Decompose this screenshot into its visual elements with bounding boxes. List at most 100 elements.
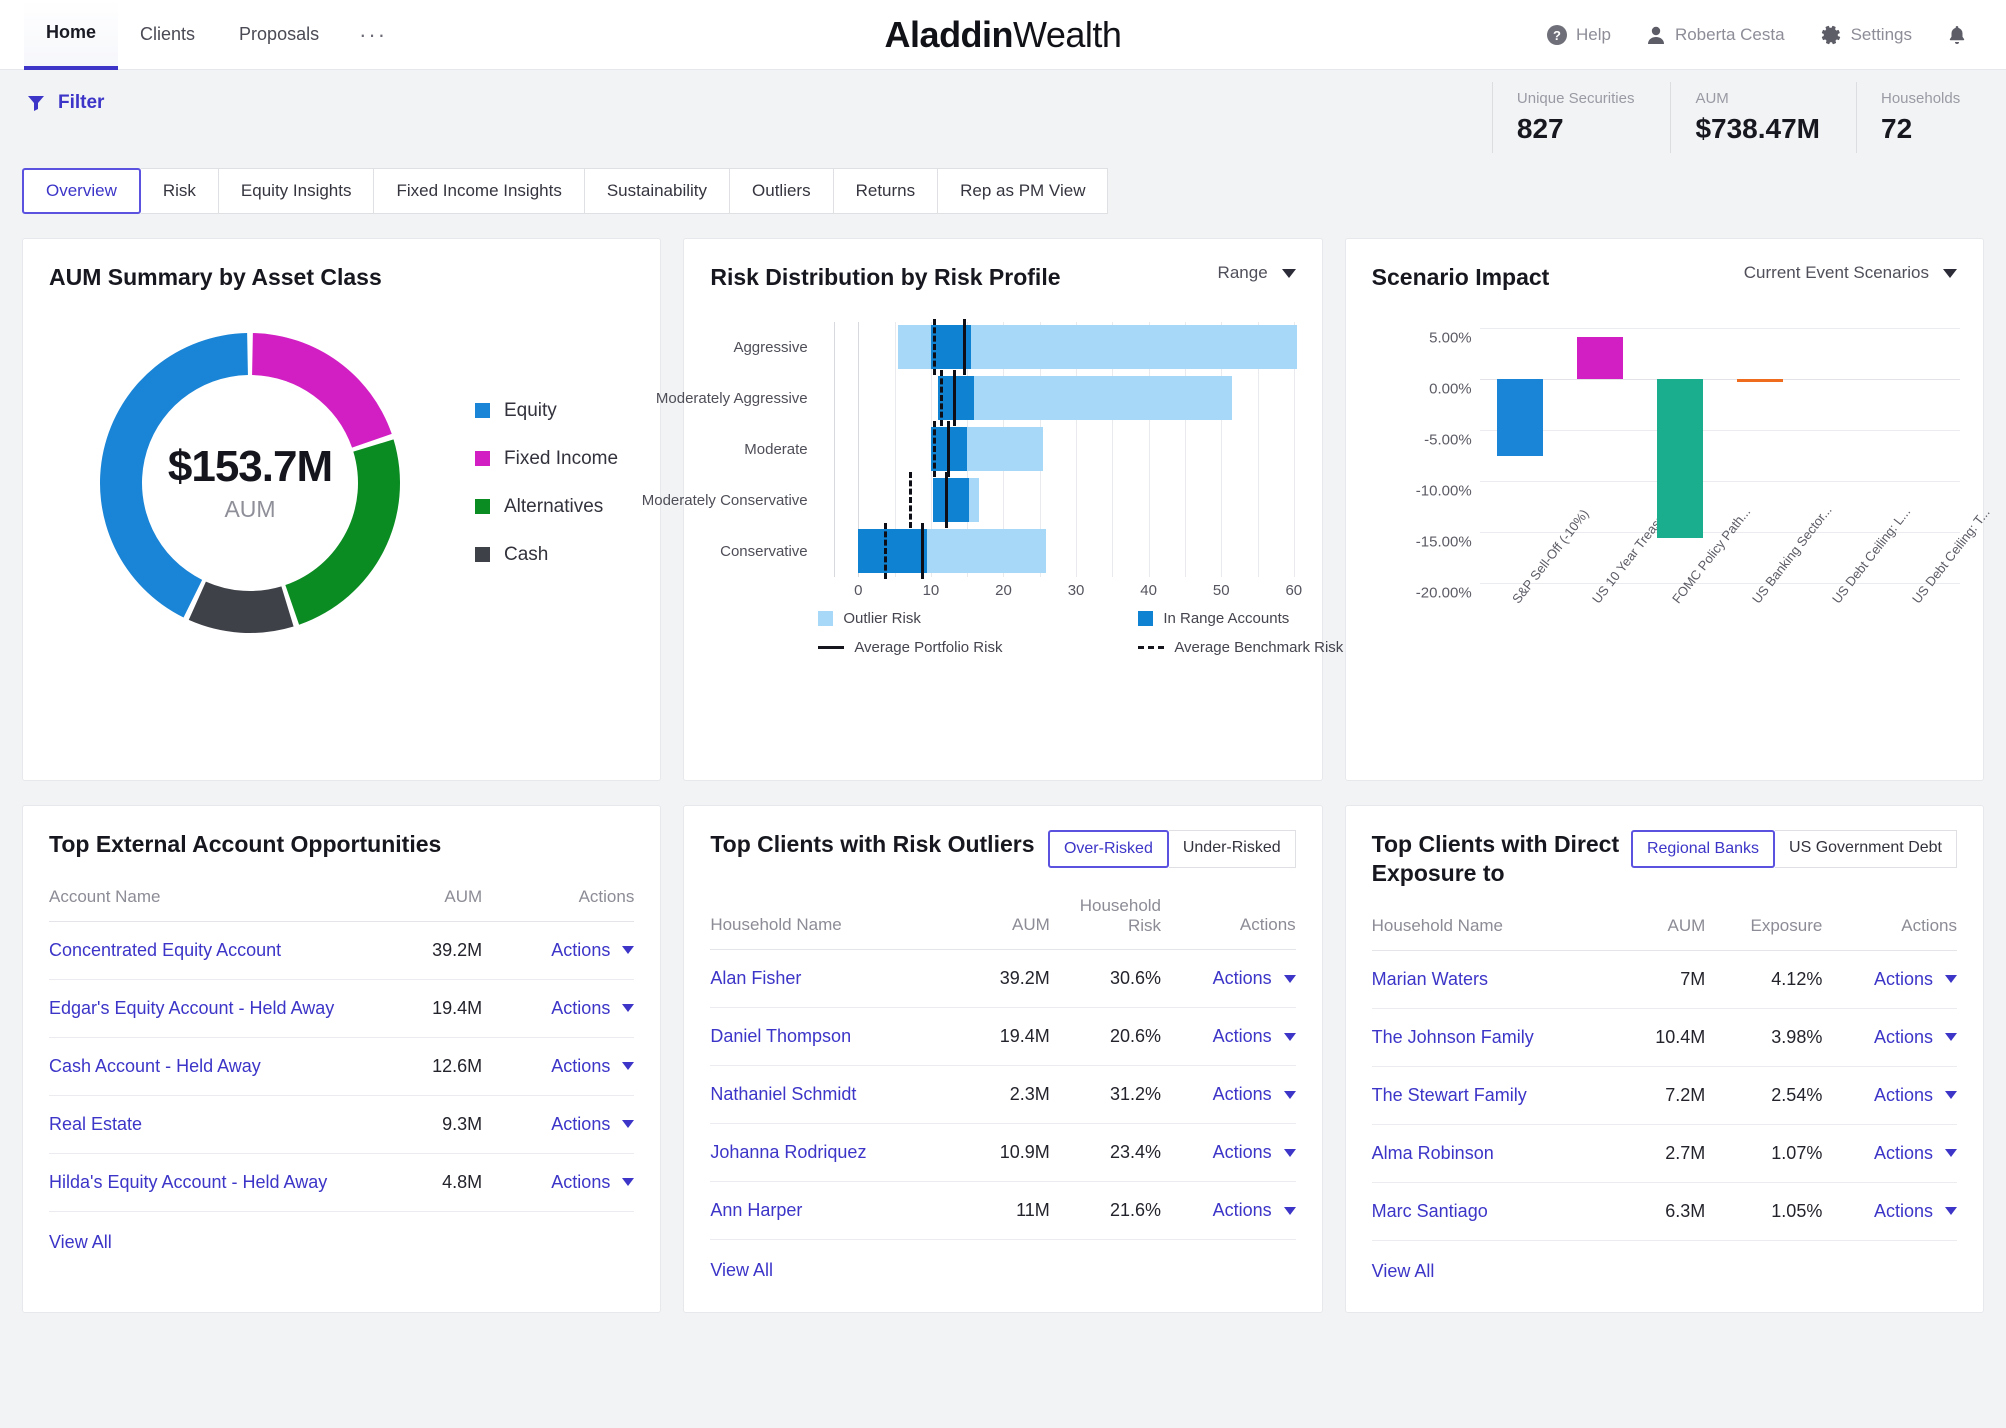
- actions-button[interactable]: Actions: [1874, 1027, 1957, 1048]
- household-name-link[interactable]: Johanna Rodriquez: [710, 1142, 867, 1163]
- legend-item-alternatives[interactable]: Alternatives: [475, 496, 618, 518]
- household-name-link[interactable]: Ann Harper: [710, 1200, 803, 1221]
- actions-button[interactable]: Actions: [551, 998, 635, 1019]
- tab-overview[interactable]: Overview: [22, 168, 141, 214]
- actions-button[interactable]: Actions: [551, 1172, 635, 1193]
- scenario-bar-2[interactable]: [1656, 378, 1703, 538]
- table-row[interactable]: Alan Fisher 39.2M 30.6% Actions: [710, 949, 1296, 1009]
- nav-item-more[interactable]: ···: [341, 0, 405, 70]
- household-name-link[interactable]: Nathaniel Schmidt: [710, 1084, 857, 1105]
- tab-outliers[interactable]: Outliers: [730, 168, 834, 214]
- donut-segment-fixed-income[interactable]: [252, 332, 392, 448]
- tab-sustainability[interactable]: Sustainability: [584, 168, 731, 214]
- actions-button[interactable]: Actions: [1213, 1026, 1296, 1047]
- scenario-bar-3[interactable]: [1736, 378, 1783, 382]
- household-name-link[interactable]: The Stewart Family: [1371, 1084, 1527, 1105]
- tab-returns[interactable]: Returns: [833, 168, 939, 214]
- actions-button[interactable]: Actions: [1874, 969, 1957, 990]
- actions-button[interactable]: Actions: [1874, 1201, 1957, 1222]
- nav-item-proposals[interactable]: Proposals: [217, 0, 341, 70]
- legend-in-range-accounts[interactable]: In Range Accounts: [1138, 610, 1388, 627]
- account-name-link[interactable]: Edgar's Equity Account - Held Away: [49, 997, 335, 1018]
- cell-household-risk: 31.2%: [1049, 1065, 1161, 1125]
- risk-bar-row[interactable]: [858, 421, 1308, 478]
- account-name-link[interactable]: Real Estate: [49, 1113, 143, 1134]
- settings-button[interactable]: Settings: [1807, 23, 1924, 47]
- table-row[interactable]: Concentrated Equity Account 39.2M Actions: [49, 921, 635, 980]
- toggle-regional-banks[interactable]: Regional Banks: [1630, 830, 1776, 868]
- primary-nav: Home Clients Proposals ···: [24, 0, 405, 70]
- scenario-impact-chart: 5.00% 0.00% -5.00% -10.00% -15.00% -20.00% S&P…: [1372, 318, 1992, 718]
- household-name-link[interactable]: Alma Robinson: [1371, 1142, 1494, 1163]
- donut-segment-alternatives[interactable]: [285, 439, 400, 625]
- legend-outlier-risk[interactable]: Outlier Risk: [818, 610, 1068, 627]
- table-row[interactable]: Johanna Rodriquez 10.9M 23.4% Actions: [710, 1123, 1296, 1183]
- account-name-link[interactable]: Hilda's Equity Account - Held Away: [49, 1171, 328, 1192]
- household-name-link[interactable]: Alan Fisher: [710, 968, 802, 989]
- account-name-link[interactable]: Concentrated Equity Account: [49, 939, 282, 960]
- account-name-link[interactable]: Cash Account - Held Away: [49, 1055, 261, 1076]
- tab-risk[interactable]: Risk: [140, 168, 219, 214]
- nav-item-home[interactable]: Home: [24, 0, 119, 70]
- household-name-link[interactable]: The Johnson Family: [1371, 1026, 1534, 1047]
- table-row[interactable]: Ann Harper 11M 21.6% Actions: [710, 1181, 1296, 1241]
- actions-button[interactable]: Actions: [551, 1114, 635, 1135]
- toggle-us-government-debt[interactable]: US Government Debt: [1775, 830, 1957, 868]
- legend-average-benchmark-risk[interactable]: Average Benchmark Risk: [1138, 639, 1388, 656]
- household-name-link[interactable]: Marian Waters: [1371, 968, 1489, 989]
- table-row[interactable]: Cash Account - Held Away 12.6M Actions: [49, 1037, 635, 1096]
- table-row[interactable]: Edgar's Equity Account - Held Away 19.4M A…: [49, 979, 635, 1038]
- legend-average-portfolio-risk[interactable]: Average Portfolio Risk: [818, 639, 1068, 656]
- cell-household-name: Alma Robinson: [1371, 1124, 1606, 1183]
- user-menu-button[interactable]: Roberta Cesta: [1633, 24, 1797, 46]
- legend-item-cash[interactable]: Cash: [475, 544, 618, 566]
- risk-bar-row[interactable]: [858, 523, 1308, 580]
- toggle-over-risked[interactable]: Over-Risked: [1047, 830, 1169, 868]
- actions-button[interactable]: Actions: [1213, 1142, 1296, 1163]
- table-row[interactable]: Marc Santiago 6.3M 1.05% Actions: [1371, 1182, 1957, 1241]
- card-aum-summary-title: AUM Summary by Asset Class: [49, 264, 382, 290]
- risk-bar-row[interactable]: [858, 472, 1308, 529]
- table-row[interactable]: Alma Robinson 2.7M 1.07% Actions: [1371, 1124, 1957, 1183]
- household-name-link[interactable]: Daniel Thompson: [710, 1026, 852, 1047]
- filter-button[interactable]: Filter: [26, 92, 104, 114]
- actions-button[interactable]: Actions: [1874, 1085, 1957, 1106]
- risk-outliers-view-all[interactable]: View All: [710, 1260, 774, 1281]
- direct-exposure-view-all[interactable]: View All: [1371, 1260, 1435, 1281]
- notifications-button[interactable]: [1934, 24, 1980, 46]
- tab-equity-insights[interactable]: Equity Insights: [218, 168, 375, 214]
- household-name-link[interactable]: Marc Santiago: [1371, 1200, 1488, 1221]
- scenario-bar-0[interactable]: [1496, 378, 1543, 457]
- legend-item-equity[interactable]: Equity: [475, 400, 618, 422]
- actions-button[interactable]: Actions: [551, 940, 635, 961]
- actions-button[interactable]: Actions: [1213, 1084, 1296, 1105]
- toggle-under-risked[interactable]: Under-Risked: [1168, 830, 1296, 868]
- risk-range-dropdown[interactable]: Range: [1218, 263, 1296, 283]
- table-row[interactable]: Hilda's Equity Account - Held Away 4.8M Ac…: [49, 1153, 635, 1212]
- table-row[interactable]: The Stewart Family 7.2M 2.54% Actions: [1371, 1066, 1957, 1125]
- donut-segment-cash[interactable]: [188, 581, 294, 633]
- nav-item-clients[interactable]: Clients: [118, 0, 217, 70]
- table-row[interactable]: The Johnson Family 10.4M 3.98% Actions: [1371, 1008, 1957, 1067]
- table-row[interactable]: Daniel Thompson 19.4M 20.6% Actions: [710, 1007, 1296, 1067]
- risk-bar-row[interactable]: [858, 370, 1308, 427]
- external-accounts-view-all[interactable]: View All: [49, 1231, 112, 1252]
- cell-account-name: Real Estate: [49, 1095, 389, 1154]
- donut-segment-equity[interactable]: [100, 332, 248, 618]
- table-row[interactable]: Real Estate 9.3M Actions: [49, 1095, 635, 1154]
- actions-button[interactable]: Actions: [1213, 968, 1296, 989]
- actions-button[interactable]: Actions: [1874, 1143, 1957, 1164]
- risk-bar-row[interactable]: [858, 319, 1308, 376]
- legend-item-fixed-income[interactable]: Fixed Income: [475, 448, 618, 470]
- scenario-bar-1[interactable]: [1576, 336, 1623, 379]
- actions-button[interactable]: Actions: [1213, 1200, 1296, 1221]
- tab-rep-as-pm-view[interactable]: Rep as PM View: [938, 168, 1109, 214]
- actions-button[interactable]: Actions: [551, 1056, 635, 1077]
- legend-swatch-cash: [475, 547, 490, 563]
- help-button[interactable]: ? Help: [1534, 24, 1623, 46]
- tab-fixed-income-insights[interactable]: Fixed Income Insights: [374, 168, 585, 214]
- table-row[interactable]: Marian Waters 7M 4.12% Actions: [1371, 950, 1957, 1009]
- cell-actions: Actions: [1822, 1182, 1957, 1241]
- scenario-dropdown[interactable]: Current Event Scenarios: [1744, 263, 1957, 283]
- table-row[interactable]: Nathaniel Schmidt 2.3M 31.2% Actions: [710, 1065, 1296, 1125]
